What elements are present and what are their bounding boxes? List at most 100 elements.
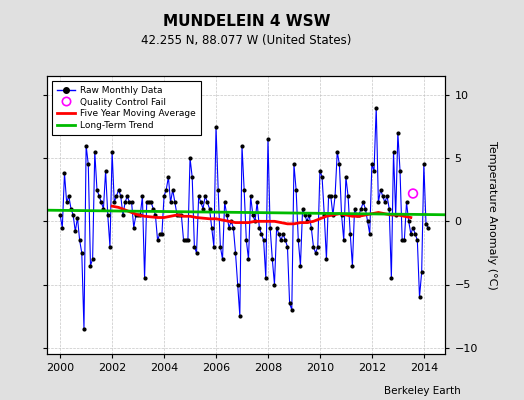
Point (62, 199, 71, 206)
Point (283, 243, 292, 250)
Point (190, 243, 199, 250)
Point (322, 256, 331, 262)
Point (175, 212, 183, 218)
Legend: Raw Monthly Data, Quality Control Fail, Five Year Moving Average, Long-Term Tren: Raw Monthly Data, Quality Control Fail, … (52, 80, 201, 136)
Point (210, 243, 218, 250)
Point (78, 250, 86, 256)
Point (361, 206, 369, 212)
Point (348, 262, 357, 269)
Text: Berkeley Earth: Berkeley Earth (385, 386, 461, 396)
Point (162, 186, 170, 193)
Point (416, 294, 424, 300)
Point (355, 212, 363, 218)
Point (151, 212, 160, 218)
Point (69, 212, 78, 218)
Text: 42.255 N, 88.077 W (United States): 42.255 N, 88.077 W (United States) (141, 34, 352, 47)
Point (179, 237, 188, 244)
Point (201, 193, 210, 199)
Point (248, 212, 257, 218)
Point (311, 250, 320, 256)
Point (309, 243, 318, 250)
Point (294, 237, 302, 244)
Point (272, 224, 281, 231)
Point (333, 149, 342, 155)
Point (186, 155, 194, 161)
Text: MUNDELEIN 4 WSW: MUNDELEIN 4 WSW (162, 14, 330, 29)
Point (99, 206, 107, 212)
Point (389, 149, 398, 155)
Point (396, 168, 404, 174)
Point (296, 262, 304, 269)
Point (64, 193, 73, 199)
Point (80, 326, 88, 332)
Point (108, 149, 116, 155)
Point (188, 174, 196, 180)
Point (413, 237, 421, 244)
Point (253, 199, 261, 206)
Point (114, 186, 123, 193)
Point (329, 212, 337, 218)
Point (160, 193, 168, 199)
Point (324, 193, 333, 199)
Point (199, 206, 207, 212)
Point (203, 199, 212, 206)
Point (346, 231, 354, 237)
Point (359, 199, 367, 206)
Point (257, 231, 266, 237)
Point (335, 161, 344, 168)
Point (266, 224, 275, 231)
Point (129, 224, 138, 231)
Point (387, 275, 396, 281)
Point (223, 212, 231, 218)
Point (97, 199, 105, 206)
Point (351, 206, 359, 212)
Point (112, 193, 121, 199)
Point (134, 212, 143, 218)
Point (363, 218, 372, 224)
Point (411, 231, 419, 237)
Point (409, 224, 417, 231)
Point (123, 193, 132, 199)
Point (82, 142, 90, 149)
Point (331, 193, 339, 199)
Point (376, 186, 385, 193)
Point (344, 193, 352, 199)
Point (251, 218, 259, 224)
Point (143, 199, 151, 206)
Point (58, 224, 67, 231)
Point (385, 206, 394, 212)
Point (104, 212, 112, 218)
Point (166, 199, 174, 206)
Point (305, 212, 313, 218)
Point (368, 161, 376, 168)
Point (106, 243, 114, 250)
Point (184, 237, 192, 244)
Point (227, 218, 235, 224)
Point (181, 237, 190, 244)
Point (240, 186, 248, 193)
Point (138, 193, 147, 199)
Point (219, 256, 227, 262)
Point (407, 231, 415, 237)
Point (242, 237, 250, 244)
Point (169, 186, 177, 193)
Point (320, 212, 329, 218)
Point (255, 224, 264, 231)
Point (303, 218, 311, 224)
Point (86, 262, 95, 269)
Point (221, 199, 229, 206)
Point (231, 250, 239, 256)
Point (194, 193, 203, 199)
Point (337, 212, 346, 218)
Point (424, 224, 432, 231)
Point (147, 199, 155, 206)
Point (196, 199, 205, 206)
Point (110, 199, 118, 206)
Point (119, 212, 127, 218)
Point (268, 256, 277, 262)
Point (391, 212, 400, 218)
Point (286, 300, 294, 307)
Point (342, 174, 350, 180)
Point (418, 269, 426, 275)
Point (136, 212, 145, 218)
